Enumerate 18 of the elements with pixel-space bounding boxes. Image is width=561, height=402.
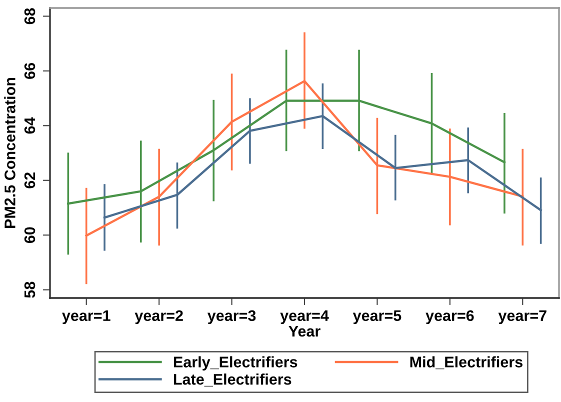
y-axis-title: PM2.5 Concentration <box>4 78 16 228</box>
y-tick-label: 66 <box>24 62 36 79</box>
x-tick-label: year=6 <box>426 310 474 324</box>
x-axis-title: Year <box>288 326 320 337</box>
legend-label: Mid_Electrifiers <box>410 356 522 370</box>
x-tick-label: year=1 <box>62 310 110 324</box>
x-tick-label: year=2 <box>134 310 183 324</box>
y-tick-label: 64 <box>24 117 36 134</box>
x-tick-label: year=4 <box>280 310 329 324</box>
x-tick-label: year=3 <box>207 310 256 324</box>
x-tick-label: year=7 <box>498 310 546 324</box>
x-tick-label: year=5 <box>352 310 402 324</box>
y-tick-label: 60 <box>24 227 36 244</box>
legend-label: Early_Electrifiers <box>174 356 298 370</box>
y-tick-label: 68 <box>24 8 36 24</box>
legend-label: Late_Electrifiers <box>174 374 292 386</box>
y-tick-label: 62 <box>24 172 36 188</box>
y-tick-label: 58 <box>24 282 36 298</box>
